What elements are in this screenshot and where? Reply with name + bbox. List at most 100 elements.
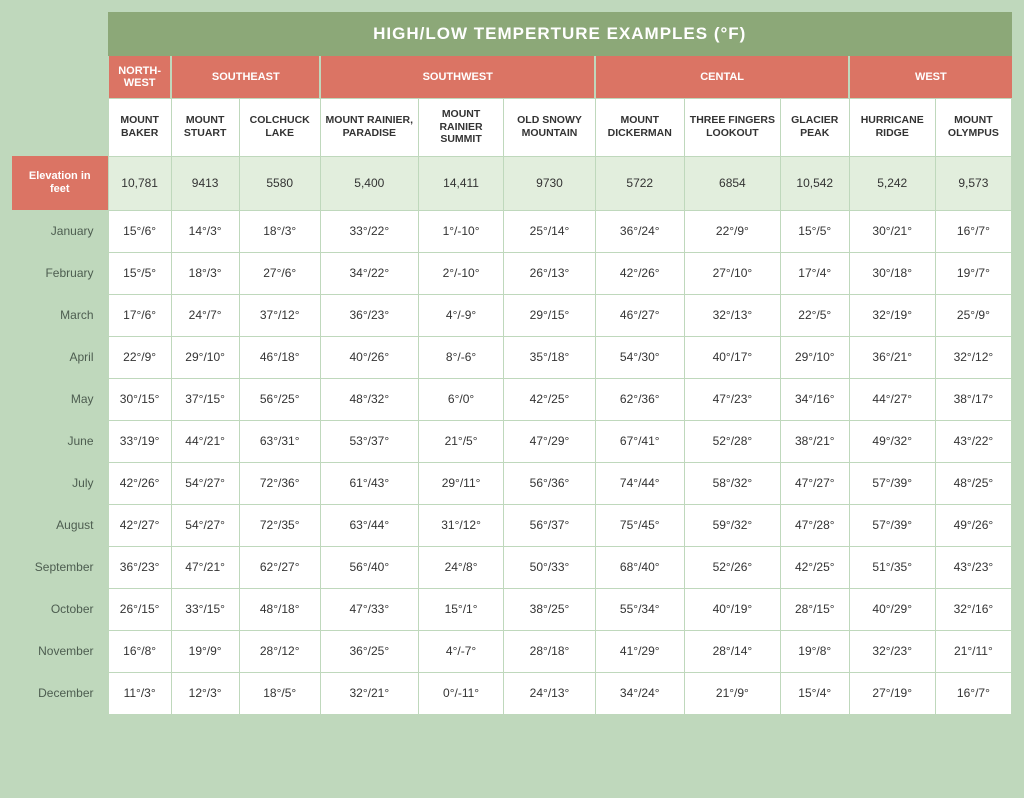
temp-cell: 43°/22°: [935, 420, 1011, 462]
table-row: November16°/8°19°/9°28°/12°36°/25°4°/-7°…: [12, 630, 1012, 672]
temp-cell: 4°/-9°: [418, 294, 504, 336]
month-label: September: [12, 546, 108, 588]
temp-cell: 26°/15°: [108, 588, 171, 630]
table-row: August42°/27°54°/27°72°/35°63°/44°31°/12…: [12, 504, 1012, 546]
temp-cell: 44°/27°: [849, 378, 935, 420]
temp-cell: 49°/32°: [849, 420, 935, 462]
temp-cell: 37°/12°: [239, 294, 320, 336]
location-header: MOUNT BAKER: [108, 98, 171, 156]
temp-cell: 51°/35°: [849, 546, 935, 588]
temp-cell: 31°/12°: [418, 504, 504, 546]
temp-cell: 21°/11°: [935, 630, 1011, 672]
temp-cell: 53°/37°: [320, 420, 418, 462]
temp-cell: 56°/40°: [320, 546, 418, 588]
month-label: January: [12, 210, 108, 252]
temp-cell: 59°/32°: [684, 504, 780, 546]
temp-cell: 25°/14°: [504, 210, 595, 252]
location-header: THREE FINGERS LOOKOUT: [684, 98, 780, 156]
elevation-cell: 5580: [239, 156, 320, 210]
temp-cell: 32°/12°: [935, 336, 1011, 378]
temp-cell: 48°/32°: [320, 378, 418, 420]
location-header: MOUNT STUART: [171, 98, 239, 156]
temp-cell: 52°/26°: [684, 546, 780, 588]
temp-cell: 47°/28°: [780, 504, 849, 546]
temp-cell: 33°/15°: [171, 588, 239, 630]
temp-cell: 63°/44°: [320, 504, 418, 546]
temp-cell: 18°/3°: [239, 210, 320, 252]
temp-cell: 52°/28°: [684, 420, 780, 462]
temp-cell: 24°/13°: [504, 672, 595, 714]
temp-cell: 27°/10°: [684, 252, 780, 294]
temperature-table-container: HIGH/LOW TEMPERTURE EXAMPLES (°F) NORTH-…: [12, 12, 1012, 715]
location-header: GLACIER PEAK: [780, 98, 849, 156]
temp-cell: 19°/7°: [935, 252, 1011, 294]
location-header: COLCHUCK LAKE: [239, 98, 320, 156]
temp-cell: 25°/9°: [935, 294, 1011, 336]
elevation-cell: 5,400: [320, 156, 418, 210]
temp-cell: 24°/7°: [171, 294, 239, 336]
month-label: July: [12, 462, 108, 504]
month-label: August: [12, 504, 108, 546]
temp-cell: 36°/23°: [108, 546, 171, 588]
temp-cell: 35°/18°: [504, 336, 595, 378]
temp-cell: 36°/23°: [320, 294, 418, 336]
temp-cell: 47°/27°: [780, 462, 849, 504]
temp-cell: 40°/17°: [684, 336, 780, 378]
table-row: May30°/15°37°/15°56°/25°48°/32°6°/0°42°/…: [12, 378, 1012, 420]
elevation-row: Elevation in feet 10,781941355805,40014,…: [12, 156, 1012, 210]
temp-cell: 27°/6°: [239, 252, 320, 294]
temp-cell: 57°/39°: [849, 462, 935, 504]
temp-cell: 56°/36°: [504, 462, 595, 504]
temp-cell: 48°/18°: [239, 588, 320, 630]
temp-cell: 30°/21°: [849, 210, 935, 252]
temp-cell: 0°/-11°: [418, 672, 504, 714]
temp-cell: 34°/16°: [780, 378, 849, 420]
temp-cell: 47°/29°: [504, 420, 595, 462]
temp-cell: 37°/15°: [171, 378, 239, 420]
location-row: MOUNT BAKERMOUNT STUARTCOLCHUCK LAKE MOUN…: [12, 98, 1012, 156]
temp-cell: 38°/17°: [935, 378, 1011, 420]
temp-cell: 48°/25°: [935, 462, 1011, 504]
table-row: March17°/6°24°/7°37°/12°36°/23°4°/-9°29°…: [12, 294, 1012, 336]
temp-cell: 36°/25°: [320, 630, 418, 672]
temp-cell: 62°/36°: [595, 378, 684, 420]
table-row: October26°/15°33°/15°48°/18°47°/33°15°/1…: [12, 588, 1012, 630]
table-row: February15°/5°18°/3°27°/6°34°/22°2°/-10°…: [12, 252, 1012, 294]
temp-cell: 43°/23°: [935, 546, 1011, 588]
temp-cell: 29°/10°: [171, 336, 239, 378]
temp-cell: 26°/13°: [504, 252, 595, 294]
location-header: OLD SNOWY MOUNTAIN: [504, 98, 595, 156]
month-label: June: [12, 420, 108, 462]
temp-cell: 16°/8°: [108, 630, 171, 672]
temp-cell: 68°/40°: [595, 546, 684, 588]
location-header: HURRICANE RIDGE: [849, 98, 935, 156]
temp-cell: 32°/21°: [320, 672, 418, 714]
location-header: MOUNT RAINIER SUMMIT: [418, 98, 504, 156]
elevation-row-label: Elevation in feet: [12, 156, 108, 210]
temp-cell: 15°/4°: [780, 672, 849, 714]
temp-cell: 18°/5°: [239, 672, 320, 714]
temp-cell: 28°/18°: [504, 630, 595, 672]
region-header: CENTAL: [595, 56, 849, 98]
temp-cell: 34°/24°: [595, 672, 684, 714]
temp-cell: 47°/33°: [320, 588, 418, 630]
temp-cell: 34°/22°: [320, 252, 418, 294]
temp-cell: 49°/26°: [935, 504, 1011, 546]
month-label: February: [12, 252, 108, 294]
temp-cell: 56°/25°: [239, 378, 320, 420]
temp-cell: 24°/8°: [418, 546, 504, 588]
temp-cell: 54°/30°: [595, 336, 684, 378]
temp-cell: 29°/15°: [504, 294, 595, 336]
temp-cell: 27°/19°: [849, 672, 935, 714]
temp-cell: 42°/26°: [108, 462, 171, 504]
temp-cell: 2°/-10°: [418, 252, 504, 294]
temp-cell: 1°/-10°: [418, 210, 504, 252]
temp-cell: 67°/41°: [595, 420, 684, 462]
temp-cell: 19°/9°: [171, 630, 239, 672]
temp-cell: 62°/27°: [239, 546, 320, 588]
temp-cell: 42°/25°: [780, 546, 849, 588]
elevation-cell: 5,242: [849, 156, 935, 210]
temp-cell: 54°/27°: [171, 462, 239, 504]
temp-cell: 17°/4°: [780, 252, 849, 294]
temp-cell: 63°/31°: [239, 420, 320, 462]
